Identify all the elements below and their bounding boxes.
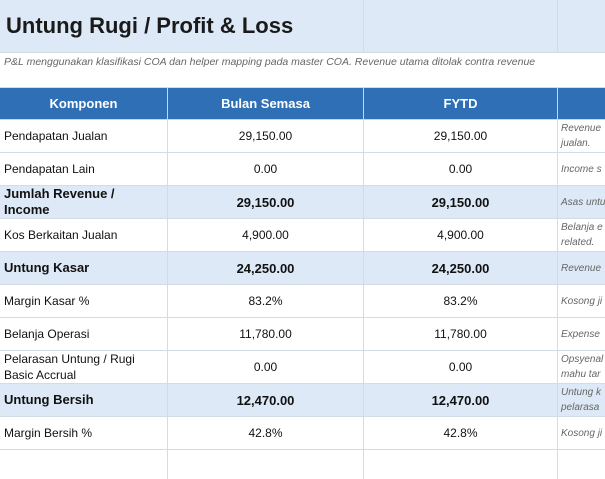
value-cell: 42.8% [364, 417, 558, 450]
column-header [558, 88, 605, 120]
note-cell: Revenue [558, 252, 605, 285]
empty-cell [558, 450, 605, 479]
row-label: Pelarasan Untung / Rugi Basic Accrual [0, 351, 168, 384]
value-cell: 4,900.00 [364, 219, 558, 252]
row-label: Jumlah Revenue / Income [0, 186, 168, 219]
row-label: Margin Bersih % [0, 417, 168, 450]
value-cell: 0.00 [364, 153, 558, 186]
note-cell: Income s [558, 153, 605, 186]
value-cell: 11,780.00 [168, 318, 364, 351]
note-cell: Revenue jualan. [558, 120, 605, 153]
row-label: Untung Bersih [0, 384, 168, 417]
value-cell: 24,250.00 [168, 252, 364, 285]
title-cell [364, 0, 558, 53]
empty-cell [0, 450, 168, 479]
value-cell: 0.00 [364, 351, 558, 384]
row-label: Kos Berkaitan Jualan [0, 219, 168, 252]
title-cell [558, 0, 605, 53]
value-cell: 12,470.00 [168, 384, 364, 417]
value-cell: 24,250.00 [364, 252, 558, 285]
note-cell: Asas untu [558, 186, 605, 219]
value-cell: 12,470.00 [364, 384, 558, 417]
column-header: Bulan Semasa [168, 88, 364, 120]
value-cell: 29,150.00 [364, 186, 558, 219]
value-cell: 42.8% [168, 417, 364, 450]
value-cell: 83.2% [168, 285, 364, 318]
value-cell: 29,150.00 [364, 120, 558, 153]
value-cell: 11,780.00 [364, 318, 558, 351]
note-cell: Expense [558, 318, 605, 351]
column-header: Komponen [0, 88, 168, 120]
value-cell: 29,150.00 [168, 186, 364, 219]
row-label: Pendapatan Lain [0, 153, 168, 186]
row-label: Belanja Operasi [0, 318, 168, 351]
value-cell: 0.00 [168, 153, 364, 186]
note-cell: Belanja e related. [558, 219, 605, 252]
column-header: FYTD [364, 88, 558, 120]
row-label: Margin Kasar % [0, 285, 168, 318]
sheet-title: Untung Rugi / Profit & Loss [0, 0, 364, 53]
note-cell: Kosong ji [558, 285, 605, 318]
value-cell: 0.00 [168, 351, 364, 384]
empty-cell [364, 450, 558, 479]
note-cell: Untung k pelarasa [558, 384, 605, 417]
row-label: Pendapatan Jualan [0, 120, 168, 153]
empty-cell [168, 450, 364, 479]
note-cell: Opsyenal mahu tar [558, 351, 605, 384]
row-label: Untung Kasar [0, 252, 168, 285]
value-cell: 4,900.00 [168, 219, 364, 252]
value-cell: 29,150.00 [168, 120, 364, 153]
value-cell: 83.2% [364, 285, 558, 318]
note-cell: Kosong ji [558, 417, 605, 450]
sheet-subtitle: P&L menggunakan klasifikasi COA dan help… [0, 53, 605, 88]
